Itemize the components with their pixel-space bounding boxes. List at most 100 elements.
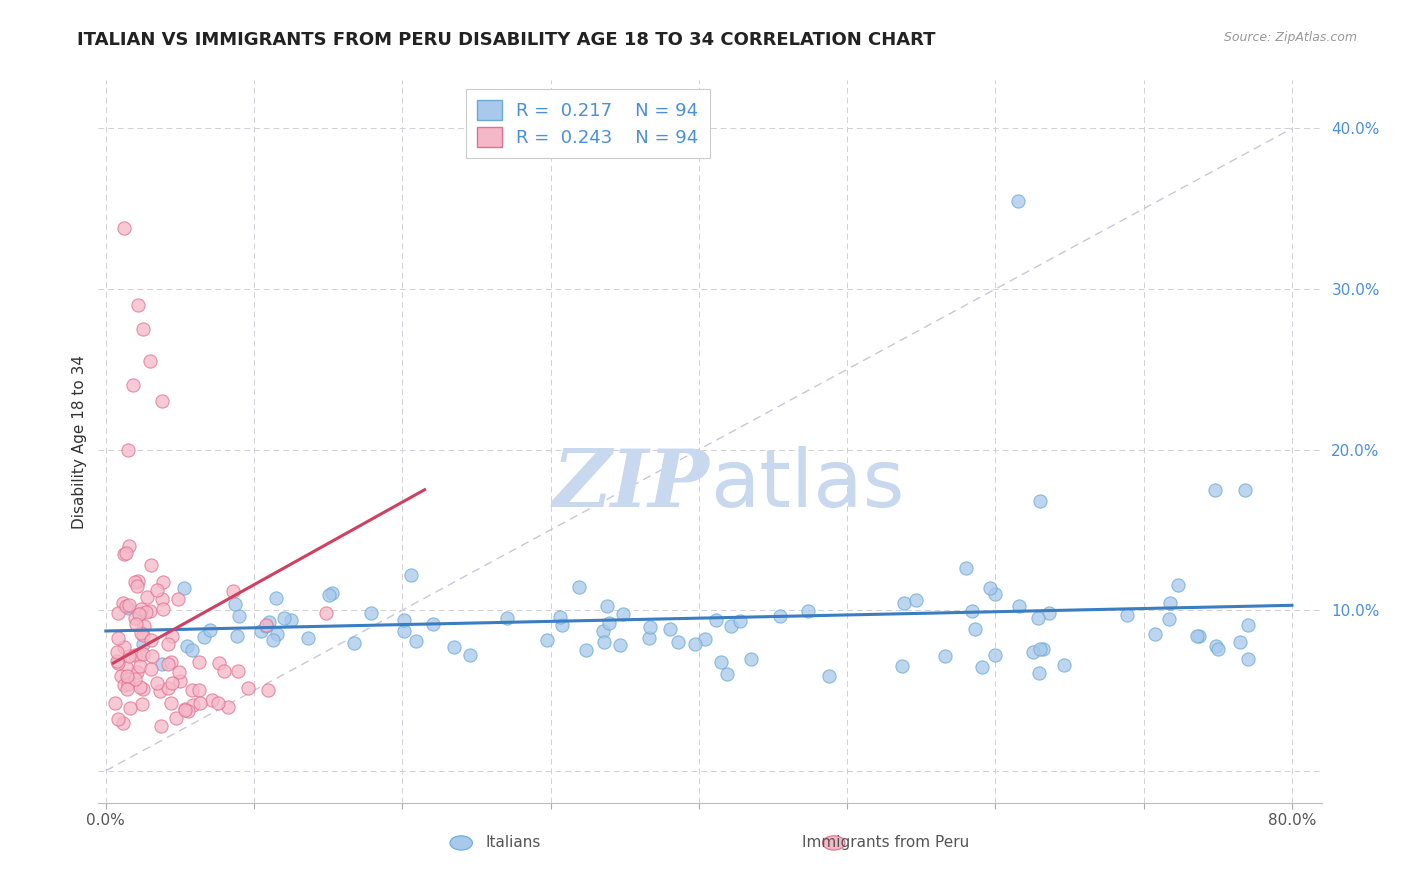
Point <box>399 568 422 582</box>
Point <box>112 221 135 235</box>
Point <box>117 677 139 691</box>
Point <box>716 666 738 681</box>
Point <box>103 696 125 710</box>
Point <box>1229 635 1251 649</box>
Point <box>1233 483 1256 497</box>
Point <box>904 593 927 607</box>
Point <box>167 591 190 606</box>
Point <box>1029 494 1052 508</box>
Point <box>165 711 187 725</box>
Point <box>105 655 128 669</box>
Point <box>567 580 589 594</box>
Point <box>167 665 190 679</box>
Point <box>638 631 661 645</box>
Point <box>169 674 191 689</box>
Point <box>181 643 204 657</box>
Point <box>127 579 149 593</box>
Point <box>173 581 195 595</box>
Point <box>107 656 129 670</box>
Point <box>139 662 162 676</box>
Point <box>160 675 183 690</box>
Point <box>1029 642 1052 657</box>
Point <box>115 669 138 683</box>
Point <box>970 660 993 674</box>
Point <box>280 613 302 627</box>
Point <box>1236 617 1258 632</box>
Point <box>224 597 246 611</box>
Point <box>1007 194 1029 208</box>
Point <box>740 652 762 666</box>
Point <box>609 638 631 652</box>
Point <box>200 623 222 637</box>
Point <box>157 637 180 651</box>
Point <box>117 442 139 457</box>
Point <box>139 633 162 648</box>
Point <box>105 645 128 659</box>
Point <box>266 591 288 606</box>
Point <box>1206 642 1229 657</box>
Point <box>612 607 634 621</box>
Point <box>392 613 415 627</box>
Point <box>1144 627 1167 641</box>
Point <box>228 609 250 624</box>
Point <box>263 633 285 648</box>
Point <box>128 648 150 662</box>
Y-axis label: Disability Age 18 to 34: Disability Age 18 to 34 <box>72 354 87 529</box>
Point <box>236 681 259 695</box>
Point <box>551 618 574 632</box>
Point <box>704 614 727 628</box>
Point <box>893 596 915 610</box>
Point <box>934 649 956 664</box>
Point <box>638 620 661 634</box>
Point <box>1236 652 1258 666</box>
Point <box>129 659 152 673</box>
Point <box>1008 599 1031 613</box>
Point <box>187 682 209 697</box>
Point <box>1038 606 1060 620</box>
Point <box>128 607 150 621</box>
Point <box>710 655 733 669</box>
Point <box>984 587 1007 601</box>
Point <box>592 624 614 639</box>
Point <box>405 633 427 648</box>
Point <box>797 604 820 618</box>
Point <box>188 655 211 669</box>
Point <box>129 602 152 616</box>
Point <box>207 697 229 711</box>
Point <box>720 619 742 633</box>
Point <box>217 700 239 714</box>
Point <box>152 575 174 590</box>
Point <box>124 610 146 624</box>
Point <box>1188 629 1211 643</box>
Point <box>598 615 620 630</box>
Point <box>110 669 132 683</box>
Point <box>118 701 141 715</box>
Point <box>1053 658 1076 673</box>
Point <box>127 574 149 588</box>
Point <box>273 610 295 624</box>
Point <box>157 657 180 671</box>
Point <box>536 632 558 647</box>
Point <box>125 665 148 679</box>
Point <box>965 622 987 636</box>
Text: Italians: Italians <box>485 836 541 850</box>
Point <box>1028 665 1050 680</box>
Point <box>193 630 215 644</box>
Point <box>254 618 277 632</box>
Point <box>125 616 148 631</box>
Point <box>135 590 157 604</box>
Point <box>1159 596 1181 610</box>
Point <box>111 596 134 610</box>
Point <box>112 678 135 692</box>
Point <box>422 617 444 632</box>
Point <box>250 624 273 638</box>
Point <box>212 664 235 678</box>
Point <box>107 607 129 621</box>
Point <box>360 607 382 621</box>
Point <box>460 648 482 663</box>
Point <box>117 672 139 686</box>
Point <box>118 539 141 553</box>
Point <box>132 322 155 336</box>
Point <box>1116 608 1139 623</box>
Point <box>132 619 155 633</box>
